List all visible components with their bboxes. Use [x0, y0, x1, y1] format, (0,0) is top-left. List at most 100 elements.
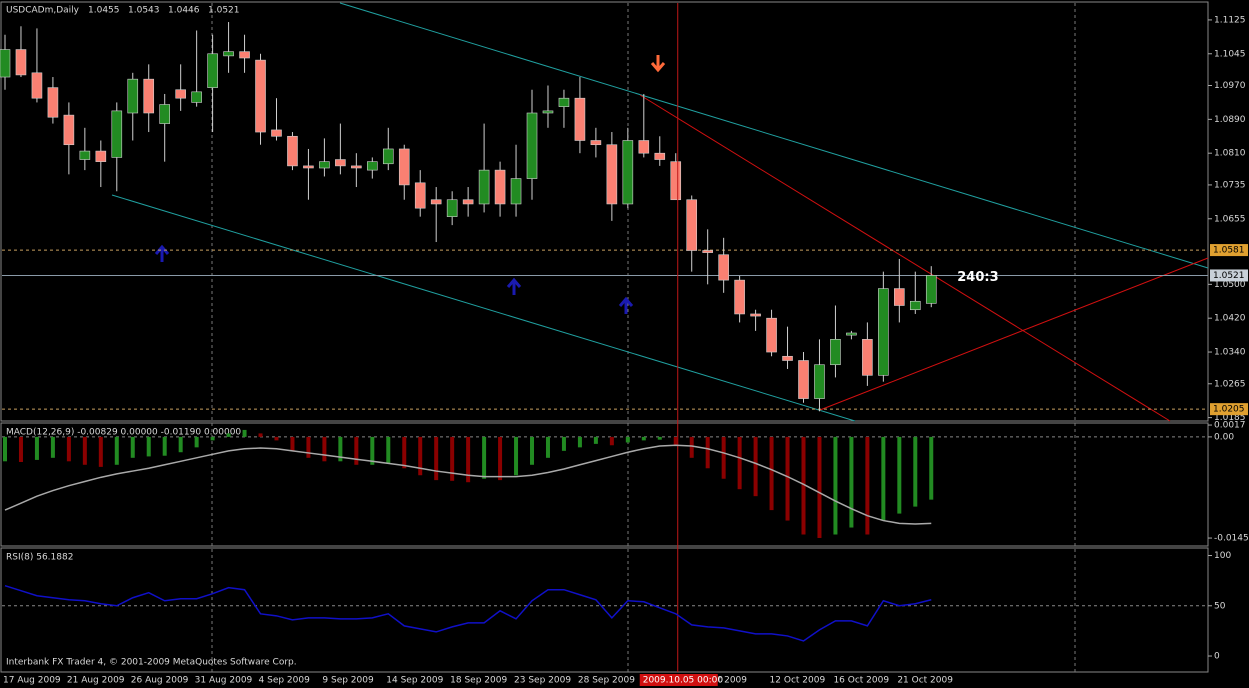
- macd-bar: [194, 436, 199, 448]
- x-tick-label: 21 Oct 2009: [897, 676, 953, 686]
- candle-body: [638, 140, 650, 154]
- plot-layer: 1.1125 1.1045 1.0970 1.0890 1.0810 1.0735 1.06…: [0, 3, 1249, 686]
- x-tick-label: 14 Sep 2009: [386, 676, 443, 686]
- candle-body: [303, 165, 314, 169]
- macd-bar: [290, 436, 295, 451]
- macd-bar: [34, 436, 39, 460]
- macd-bar: [577, 436, 582, 448]
- y-tick-label: 0.00: [1214, 432, 1234, 442]
- macd-bar: [274, 436, 279, 441]
- x-tick-label: 17 Aug 2009: [3, 676, 61, 686]
- header-value: 1.0543: [128, 6, 160, 16]
- price-panel-frame: [0, 1, 1209, 422]
- signal-line: [4, 444, 932, 525]
- macd-bar: [833, 436, 838, 535]
- y-tick-label: 1.0970: [1214, 81, 1246, 91]
- y-tick-label: 0: [1214, 652, 1220, 662]
- candle-body: [542, 110, 554, 114]
- candle-body: [111, 110, 123, 158]
- x-tick-label: 28 Sep 2009: [578, 676, 635, 686]
- y-tick-label: 100: [1214, 551, 1231, 561]
- channel-line: [111, 194, 856, 422]
- macd-bar: [178, 436, 183, 453]
- y-tick-label: 1.1045: [1214, 49, 1246, 59]
- y-tick-label: 50: [1214, 601, 1226, 611]
- y-tick-label: 1.0185: [1214, 413, 1246, 423]
- candle-body: [798, 360, 809, 399]
- candle-body: [63, 114, 75, 146]
- candle-body: [398, 148, 410, 186]
- macd-bar: [482, 436, 487, 479]
- y-tick-label: 1.1125: [1214, 15, 1246, 25]
- candle-body: [718, 254, 729, 281]
- price-level-box: [1210, 269, 1248, 282]
- macd-bar: [226, 433, 231, 437]
- candle-body: [239, 51, 250, 59]
- macd-bar: [849, 436, 854, 528]
- y-tick-label: -0.01451: [1214, 534, 1249, 544]
- candle-body: [702, 250, 713, 253]
- candle-body: [175, 89, 186, 99]
- price-level-box: [1210, 403, 1248, 416]
- candle-body: [909, 300, 921, 311]
- candle-body: [622, 140, 634, 205]
- macd-bar: [386, 436, 391, 464]
- macd-bar: [242, 429, 247, 437]
- buy-arrow: [506, 277, 522, 295]
- y-tick-label: 1.0735: [1214, 180, 1246, 190]
- candle-body: [414, 182, 426, 209]
- candle-body: [255, 59, 266, 133]
- candle-body: [446, 199, 458, 217]
- trend-lines: [111, 2, 1209, 422]
- chart-title: USDCADm,Daily: [6, 6, 80, 16]
- macd-bar: [306, 436, 311, 458]
- macd-bar: [769, 436, 774, 511]
- macd-bar: [322, 436, 327, 462]
- candle-body: [159, 104, 170, 124]
- y-tick-label: 1.0340: [1214, 348, 1246, 358]
- cursor-label: 2009.10.05 00:00: [643, 676, 724, 686]
- macd-bar: [114, 436, 119, 465]
- macd-bar: [402, 436, 407, 469]
- candle-body: [830, 339, 841, 366]
- signal-arrows: [154, 55, 666, 314]
- candle-body: [478, 169, 490, 205]
- candle-body: [925, 275, 937, 304]
- candle-body: [143, 78, 155, 114]
- candle-body: [335, 159, 346, 167]
- macd-bar: [50, 436, 55, 458]
- macd-bar: [3, 436, 7, 462]
- candle-body: [47, 87, 59, 118]
- candle-body: [127, 78, 139, 114]
- macd-bar: [514, 436, 519, 476]
- price-level-label: 1.0521: [1213, 271, 1245, 281]
- candle-body: [319, 161, 330, 169]
- macd-bar: [881, 436, 886, 521]
- candle-body: [750, 313, 761, 317]
- candle-body: [606, 144, 618, 205]
- candle-body: [878, 288, 889, 376]
- macd-bar: [210, 436, 215, 441]
- macd-bar: [418, 436, 423, 476]
- macd-bar: [561, 436, 566, 451]
- candle-body: [574, 97, 586, 141]
- macd-bar: [338, 436, 343, 462]
- price-level-box: [1210, 244, 1248, 257]
- candle-body: [558, 97, 570, 107]
- macd-bar: [466, 436, 471, 483]
- candle-body: [31, 72, 43, 99]
- sell-arrow: [650, 55, 666, 73]
- macd-bar: [18, 436, 23, 462]
- cursor-label-box: [639, 674, 718, 686]
- macd-bar: [66, 436, 71, 462]
- macd-bar: [530, 436, 535, 465]
- macd-bar: [370, 436, 375, 465]
- macd-bar: [354, 436, 359, 465]
- macd-bar: [609, 436, 614, 446]
- y-tick-label: 0.0017: [1214, 421, 1246, 431]
- price-level-label: 1.0581: [1213, 246, 1245, 256]
- macd-bar: [721, 436, 726, 479]
- candle-body: [670, 161, 682, 201]
- candle-body: [766, 317, 777, 353]
